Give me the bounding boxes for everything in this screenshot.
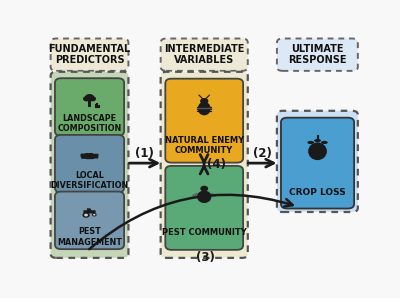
Circle shape [92, 213, 97, 216]
Ellipse shape [307, 141, 314, 144]
Text: ULTIMATE
RESPONSE: ULTIMATE RESPONSE [288, 44, 347, 66]
FancyBboxPatch shape [55, 135, 124, 193]
Ellipse shape [321, 141, 328, 144]
Text: (3): (3) [196, 252, 214, 264]
Circle shape [82, 212, 90, 218]
FancyBboxPatch shape [281, 118, 354, 209]
Circle shape [200, 186, 208, 192]
Ellipse shape [192, 193, 201, 197]
Text: PEST
MANAGEMENT: PEST MANAGEMENT [57, 227, 122, 247]
Text: CROP LOSS: CROP LOSS [289, 188, 346, 197]
Text: (2): (2) [253, 148, 272, 160]
FancyBboxPatch shape [51, 72, 128, 258]
Circle shape [200, 98, 208, 104]
Circle shape [93, 214, 96, 216]
FancyBboxPatch shape [55, 78, 124, 136]
Circle shape [84, 214, 88, 216]
Ellipse shape [314, 139, 321, 142]
Circle shape [89, 96, 96, 101]
FancyBboxPatch shape [165, 79, 243, 163]
Text: NATURAL ENEMY
COMMUNITY: NATURAL ENEMY COMMUNITY [165, 136, 244, 155]
Ellipse shape [197, 190, 211, 203]
Ellipse shape [308, 142, 327, 160]
Text: (1): (1) [135, 148, 154, 160]
Circle shape [85, 94, 94, 101]
Text: LANDSCAPE
COMPOSITION: LANDSCAPE COMPOSITION [58, 114, 122, 134]
Text: (4): (4) [207, 158, 226, 171]
Polygon shape [84, 208, 96, 213]
Polygon shape [88, 101, 90, 106]
Text: PEST COMMUNITY: PEST COMMUNITY [162, 228, 246, 237]
Ellipse shape [198, 102, 211, 115]
FancyBboxPatch shape [161, 38, 248, 71]
Text: LOCAL
DIVERSIFICATION: LOCAL DIVERSIFICATION [50, 171, 129, 190]
FancyBboxPatch shape [161, 72, 248, 258]
Ellipse shape [208, 193, 216, 197]
FancyArrowPatch shape [89, 195, 293, 249]
Text: INTERMEDIATE
VARIABLES: INTERMEDIATE VARIABLES [164, 44, 244, 66]
FancyBboxPatch shape [51, 38, 128, 71]
FancyBboxPatch shape [277, 111, 358, 212]
FancyBboxPatch shape [277, 38, 358, 71]
FancyBboxPatch shape [55, 192, 124, 249]
Text: FUNDAMENTAL
PREDICTORS: FUNDAMENTAL PREDICTORS [48, 44, 131, 66]
FancyBboxPatch shape [165, 166, 243, 250]
Circle shape [83, 96, 90, 101]
